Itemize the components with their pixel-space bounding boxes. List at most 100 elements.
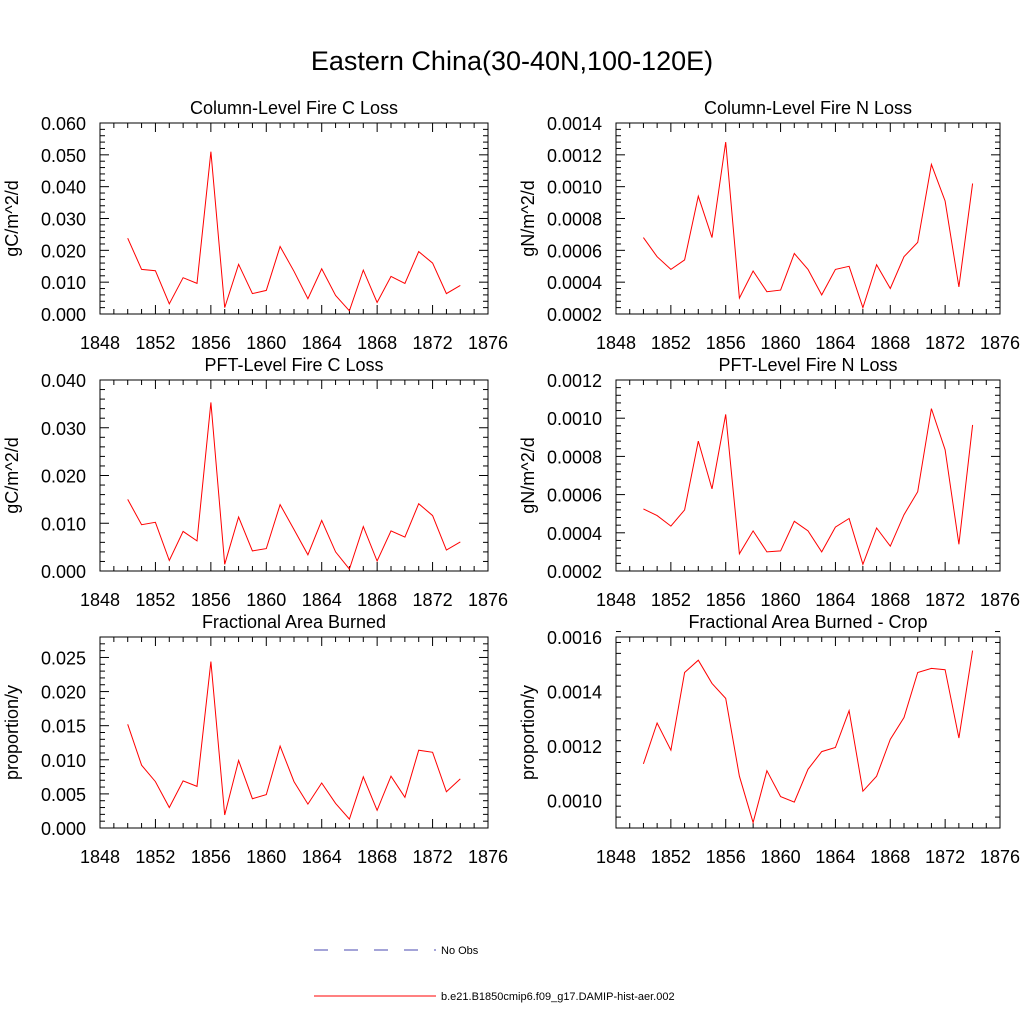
x-tick-label: 1860 <box>761 590 801 610</box>
y-tick-label: 0.000 <box>41 562 86 582</box>
x-tick-label: 1860 <box>246 333 286 353</box>
plot-frame <box>615 379 1001 572</box>
y-tick-label: 0.040 <box>41 371 86 391</box>
y-tick-label: 0.0014 <box>547 114 602 134</box>
y-tick-label: 0.0012 <box>547 737 602 757</box>
chart-panel-5: Fractional Area Burned proportion/y 1848 18… <box>2 612 508 867</box>
x-tick-label: 1852 <box>651 590 691 610</box>
x-tick-label: 1856 <box>706 590 746 610</box>
x-tick-label: 1876 <box>468 847 508 867</box>
x-tick-label: 1872 <box>413 590 453 610</box>
series-line <box>643 408 974 566</box>
x-tick-label: 1860 <box>246 590 286 610</box>
x-tick-label: 1848 <box>80 333 120 353</box>
y-tick-label: 0.005 <box>41 785 86 805</box>
x-tick-label: 1868 <box>357 590 397 610</box>
panel-title: PFT-Level Fire N Loss <box>718 355 897 375</box>
x-tick-label: 1860 <box>761 847 801 867</box>
x-tick-label: 1868 <box>357 333 397 353</box>
x-tick-label: 1868 <box>870 590 910 610</box>
y-tick-label: 0.030 <box>41 419 86 439</box>
y-tick-label: 0.015 <box>41 717 86 737</box>
x-tick-label: 1872 <box>413 847 453 867</box>
chart-panel-3: PFT-Level Fire C Loss gC/m^2/d 1848 1852 185… <box>2 355 508 610</box>
x-tick-label: 1856 <box>191 590 231 610</box>
chart-panel-4: PFT-Level Fire N Loss gN/m^2/d 1848 1852 185… <box>518 355 1020 610</box>
x-tick-label: 1868 <box>357 847 397 867</box>
plot-frame <box>615 122 1001 315</box>
series-line <box>642 142 974 310</box>
x-tick-label: 1872 <box>925 333 965 353</box>
y-axis-label: proportion/y <box>518 685 538 780</box>
x-tick-label: 1848 <box>596 847 636 867</box>
y-tick-label: 0.0012 <box>547 146 602 166</box>
x-tick-label: 1856 <box>191 847 231 867</box>
x-tick-label: 1864 <box>302 333 342 353</box>
y-tick-label: 0.040 <box>41 178 86 198</box>
x-tick-label: 1848 <box>80 590 120 610</box>
chart-panel-2: Column-Level Fire N Loss gN/m^2/d 1848 1852… <box>518 98 1020 353</box>
x-tick-label: 1852 <box>651 847 691 867</box>
chart-panel-1: Column-Level Fire C Loss gC/m^2/d 1848 1852… <box>2 98 508 353</box>
y-tick-label: 0.020 <box>41 467 86 487</box>
x-tick-label: 1876 <box>468 590 508 610</box>
x-tick-label: 1872 <box>925 847 965 867</box>
y-tick-label: 0.0016 <box>547 628 602 648</box>
x-tick-label: 1876 <box>468 333 508 353</box>
y-tick-label: 0.000 <box>41 819 86 839</box>
x-tick-label: 1864 <box>815 333 855 353</box>
panel-title: Fractional Area Burned <box>202 612 386 632</box>
x-tick-label: 1860 <box>761 333 801 353</box>
chart-panel-6: Fractional Area Burned - Crop proportion/… <box>518 612 1020 867</box>
y-tick-label: 0.0004 <box>547 524 602 544</box>
y-tick-label: 0.0010 <box>547 178 602 198</box>
x-tick-label: 1864 <box>302 590 342 610</box>
plot-frame <box>99 379 489 572</box>
y-tick-label: 0.0006 <box>547 486 602 506</box>
x-tick-label: 1876 <box>980 847 1020 867</box>
x-tick-label: 1848 <box>596 333 636 353</box>
y-tick-label: 0.0002 <box>547 562 602 582</box>
y-tick-label: 0.000 <box>41 305 86 325</box>
y-tick-label: 0.0008 <box>547 447 602 467</box>
x-tick-label: 1852 <box>135 333 175 353</box>
y-axis-label: gC/m^2/d <box>2 180 22 256</box>
y-tick-label: 0.060 <box>41 114 86 134</box>
x-tick-label: 1876 <box>980 590 1020 610</box>
x-tick-label: 1868 <box>870 847 910 867</box>
x-tick-label: 1852 <box>135 590 175 610</box>
y-tick-label: 0.030 <box>41 210 86 230</box>
plot-frame <box>99 122 489 315</box>
x-tick-label: 1856 <box>191 333 231 353</box>
x-tick-label: 1864 <box>815 590 855 610</box>
y-tick-label: 0.0004 <box>547 273 602 293</box>
x-tick-label: 1864 <box>302 847 342 867</box>
y-tick-label: 0.0012 <box>547 371 602 391</box>
x-tick-label: 1856 <box>706 333 746 353</box>
panel-title: Fractional Area Burned - Crop <box>688 612 927 632</box>
y-tick-label: 0.010 <box>41 514 86 534</box>
panel-title: Column-Level Fire C Loss <box>190 98 398 118</box>
y-axis-label: gC/m^2/d <box>2 437 22 513</box>
y-axis-label: gN/m^2/d <box>518 437 538 513</box>
series-line <box>127 661 461 821</box>
x-tick-label: 1876 <box>980 333 1020 353</box>
y-tick-label: 0.0002 <box>547 305 602 325</box>
y-tick-label: 0.0010 <box>547 792 602 812</box>
y-tick-label: 0.050 <box>41 146 86 166</box>
series-line <box>127 151 461 312</box>
panel-title: Column-Level Fire N Loss <box>704 98 912 118</box>
y-tick-label: 0.020 <box>41 241 86 261</box>
x-tick-label: 1872 <box>925 590 965 610</box>
x-tick-label: 1848 <box>80 847 120 867</box>
y-tick-label: 0.0010 <box>547 409 602 429</box>
x-tick-label: 1864 <box>815 847 855 867</box>
x-tick-label: 1868 <box>870 333 910 353</box>
panel-title: PFT-Level Fire C Loss <box>204 355 383 375</box>
y-tick-label: 0.025 <box>41 648 86 668</box>
y-tick-label: 0.020 <box>41 683 86 703</box>
x-tick-label: 1852 <box>651 333 691 353</box>
x-tick-label: 1852 <box>135 847 175 867</box>
